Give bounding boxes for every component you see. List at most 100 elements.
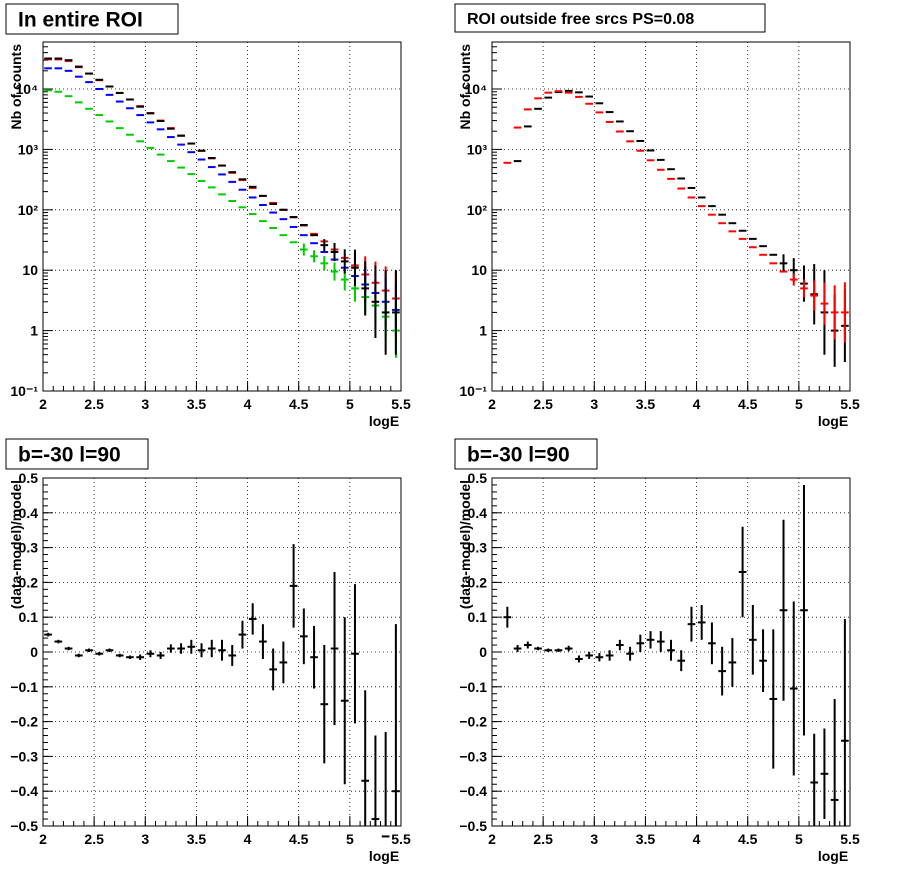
x-tick-label: 4.5: [738, 831, 758, 847]
x-tick-label: 4: [693, 831, 701, 847]
data-point: [738, 526, 747, 618]
data-point: [626, 646, 634, 661]
title-box: [5, 3, 179, 35]
x-tick-label: 2: [39, 831, 47, 847]
data-point: [503, 606, 512, 628]
data-point: [85, 648, 93, 652]
data-point: [779, 254, 788, 273]
data-point: [392, 270, 400, 355]
data-point: [330, 262, 339, 281]
x-tick-label: 3: [590, 396, 598, 412]
x-tick-label: 3: [141, 831, 149, 847]
data-point: [534, 646, 542, 651]
y-tick-label: −0.1: [459, 679, 487, 695]
data-point: [340, 617, 349, 785]
x-tick-label: 4: [244, 831, 252, 847]
x-tick-label: 5.5: [391, 831, 411, 847]
data-point: [687, 606, 696, 642]
data-point: [820, 282, 829, 325]
data-point: [371, 265, 380, 339]
data-point: [800, 279, 808, 298]
data-point: [697, 605, 706, 640]
series-1: [44, 544, 400, 838]
x-tick-label: 5: [795, 396, 803, 412]
y-tick-label: −0.4: [10, 783, 38, 799]
x-tick-label: 2: [39, 396, 47, 412]
y-tick-label: 1: [30, 323, 38, 339]
y-tick-label: 0.4: [19, 505, 39, 521]
data-point: [330, 571, 339, 726]
data-point: [105, 648, 114, 652]
y-tick-label: 0.4: [468, 505, 488, 521]
data-point: [371, 735, 380, 826]
x-tick-label: 5.5: [840, 831, 860, 847]
series-1: [513, 89, 849, 367]
y-tick-label: −0.5: [459, 818, 487, 834]
data-point: [259, 624, 267, 659]
data-point: [554, 648, 563, 652]
data-point: [646, 631, 655, 649]
y-tick-label: −0.3: [459, 748, 487, 764]
data-point: [279, 641, 288, 684]
data-point: [330, 242, 339, 262]
data-point: [718, 646, 726, 696]
y-axis-label: (data-model)/model: [8, 480, 24, 609]
title-box: [454, 3, 766, 33]
data-point: [800, 484, 808, 736]
y-axis-label: (data-model)/model: [457, 480, 473, 609]
y-tick-label: 10⁴: [465, 81, 488, 97]
y-tick-label: 10²: [467, 202, 488, 218]
x-tick-label: 5: [795, 831, 803, 847]
data-point: [513, 645, 522, 652]
y-tick-label: 10⁴: [16, 81, 39, 97]
x-tick-label: 2.5: [84, 396, 104, 412]
series-1: [44, 58, 400, 326]
series-2: [44, 67, 400, 338]
data-point: [361, 690, 370, 826]
data-point: [759, 629, 767, 693]
data-point: [340, 249, 349, 274]
data-point: [238, 620, 247, 649]
x-tick-label: 3.5: [187, 831, 207, 847]
data-point: [126, 655, 134, 659]
data-point: [299, 243, 308, 256]
data-point: [769, 629, 778, 769]
data-point: [248, 603, 257, 635]
chart-title: b=-30 l=90: [467, 444, 570, 467]
data-point: [167, 644, 175, 653]
y-axis-label: Nb of counts: [457, 44, 473, 130]
x-tick-label: 4: [244, 396, 252, 412]
data-point: [381, 732, 390, 838]
data-point: [95, 652, 104, 656]
data-point: [381, 270, 390, 355]
x-tick-label: 2.5: [533, 396, 553, 412]
data-point: [74, 653, 83, 658]
data-point: [841, 618, 849, 826]
x-tick-label: 3: [141, 396, 149, 412]
x-tick-label: 3.5: [187, 396, 207, 412]
data-point: [728, 638, 737, 687]
data-point: [841, 282, 849, 343]
plot-frame: [491, 41, 851, 392]
data-point: [616, 639, 624, 651]
y-tick-label: 10²: [18, 202, 39, 218]
x-tick-label: 2: [488, 831, 496, 847]
y-tick-label: 0.3: [468, 540, 488, 556]
x-tick-label: 3.5: [636, 831, 656, 847]
data-point: [789, 273, 798, 286]
chart-panel-1: 2 2.5 3 3.5 4 4.5 5 5.5 10⁻¹ 1 10 10² 10³ 10⁴ logE Nb o…: [5, 3, 411, 429]
series-4: [44, 57, 400, 355]
title-box: [454, 438, 598, 470]
y-tick-label: 0.1: [19, 609, 39, 625]
y-tick-label: 10⁻¹: [459, 383, 487, 399]
data-point: [156, 652, 165, 659]
y-tick-label: 0.1: [468, 609, 488, 625]
chart-title: ROI outside free srcs PS=0.08: [467, 11, 694, 28]
chart-panel-3: 2 2.5 3 3.5 4 4.5 5 5.5 −0.5 −0.4 −0.3 −0.2 −0.1 0 0.1…: [5, 438, 411, 864]
data-point: [830, 698, 839, 826]
data-point: [289, 544, 298, 628]
data-point: [269, 648, 277, 691]
data-point: [299, 608, 308, 665]
chart-panel-4: 2 2.5 3 3.5 4 4.5 5 5.5 −0.5 −0.4 −0.3 −0.2 −0.1 0 0.1…: [454, 438, 860, 864]
data-point: [605, 650, 614, 661]
